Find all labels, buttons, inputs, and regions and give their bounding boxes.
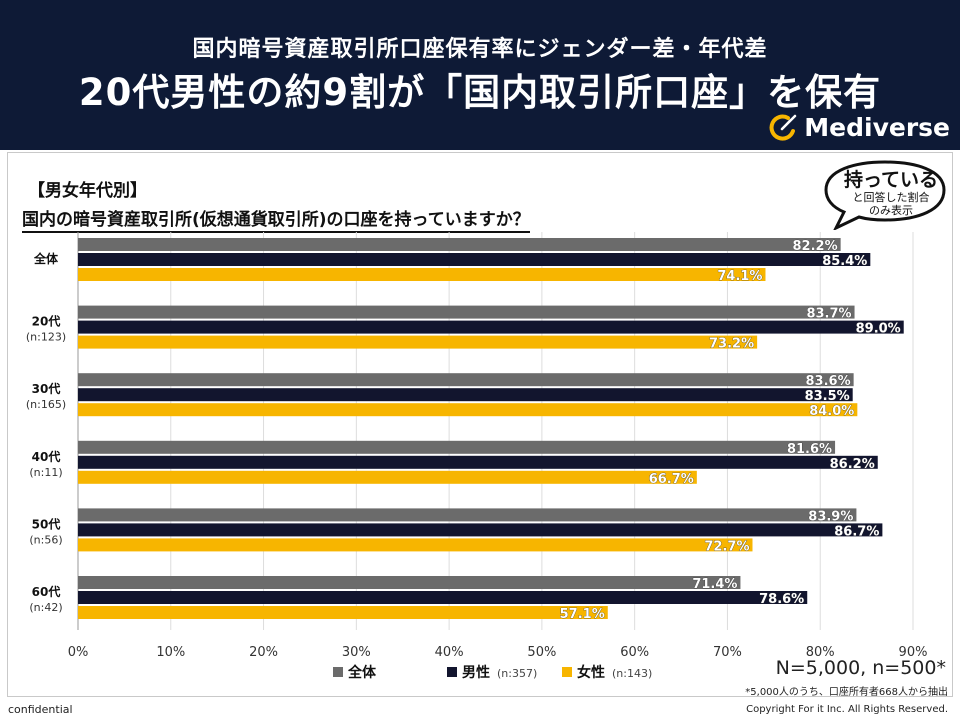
bar-3-1 (78, 455, 878, 469)
bar-2-2 (78, 403, 858, 417)
data-label: 81.6% (787, 442, 832, 457)
bubble-note-line2: のみ表示 (869, 204, 913, 217)
bar-4-1 (78, 523, 883, 537)
bar-1-2 (78, 335, 758, 349)
x-tick-label: 60% (620, 645, 649, 660)
bar-4-0 (78, 508, 857, 522)
category-sample-note: (n:165) (26, 398, 66, 411)
category-label: 20代 (32, 314, 61, 329)
legend-swatch (562, 667, 572, 677)
page-subtitle: 国内暗号資産取引所口座保有率にジェンダー差・年代差 (192, 37, 768, 62)
data-label: 82.2% (793, 239, 838, 254)
bar-1-0 (78, 305, 855, 319)
category-sample-note: (n:123) (26, 331, 66, 344)
legend-sample-note: (n:143) (612, 667, 652, 680)
copyright-text: Copyright For it Inc. All Rights Reserve… (746, 704, 948, 715)
data-label: 78.6% (759, 592, 804, 607)
x-tick-label: 30% (342, 645, 371, 660)
legend-swatch (447, 667, 457, 677)
legend-swatch (333, 667, 343, 677)
bar-0-1 (78, 253, 871, 266)
category-label: 60代 (32, 584, 61, 599)
bar-2-1 (78, 388, 853, 402)
legend-label: 男性 (462, 664, 490, 681)
x-tick-label: 50% (527, 645, 556, 660)
data-label: 66.7% (649, 472, 694, 487)
sample-size: N=5,000, n=500* (775, 657, 946, 679)
data-label: 57.1% (560, 607, 605, 622)
category-sample-note: (n:11) (29, 466, 62, 479)
data-label: 86.7% (834, 524, 879, 539)
x-tick-label: 80% (806, 645, 835, 660)
x-tick-label: 70% (713, 645, 742, 660)
category-label: 全体 (33, 251, 59, 266)
category-label: 50代 (32, 516, 61, 531)
bar-3-2 (78, 470, 697, 484)
bar-5-0 (78, 576, 741, 589)
category-label: 30代 (32, 381, 61, 396)
category-sample-note: (n:42) (29, 601, 62, 614)
speech-bubble (824, 160, 946, 230)
bar-0-0 (78, 238, 841, 251)
data-label: 83.7% (806, 307, 851, 322)
data-label: 89.0% (856, 322, 901, 337)
bubble-main-text: 持っている (843, 169, 939, 191)
mediverse-logo-icon (769, 114, 797, 141)
bar-5-2 (78, 606, 608, 619)
brand-logo: Mediverse (768, 112, 950, 142)
page-title: 20代男性の約9割が「国内取引所口座」を保有 (78, 71, 882, 114)
sample-note: *5,000人のうち、口座所有者668人から抽出 (745, 687, 948, 698)
bar-3-0 (78, 440, 836, 454)
data-label: 85.4% (822, 254, 867, 269)
logo-text: Mediverse (804, 112, 950, 142)
data-label: 71.4% (692, 577, 737, 592)
data-label: 72.7% (704, 539, 749, 554)
survey-question: 国内の暗号資産取引所(仮想通貨取引所)の口座を持っていますか？ (22, 205, 530, 233)
bar-1-1 (78, 320, 904, 334)
legend-sample-note: (n:357) (497, 667, 537, 680)
x-tick-label: 10% (156, 645, 185, 660)
x-tick-label: 20% (249, 645, 278, 660)
bubble-note-line1: と回答した割合 (852, 191, 930, 204)
data-label: 84.0% (809, 404, 854, 419)
category-label: 40代 (32, 449, 61, 464)
bar-4-2 (78, 538, 753, 552)
bar-0-2 (78, 268, 766, 281)
bar-2-0 (78, 373, 854, 387)
data-label: 83.6% (806, 374, 851, 389)
header-banner: 国内暗号資産取引所口座保有率にジェンダー差・年代差 20代男性の約9割が「国内取… (0, 0, 960, 150)
data-label: 83.5% (805, 389, 850, 404)
category-sample-note: (n:56) (29, 533, 62, 546)
bar-5-1 (78, 591, 808, 604)
data-label: 74.1% (717, 269, 762, 284)
legend-label: 女性 (577, 664, 605, 681)
x-tick-label: 0% (68, 645, 89, 660)
data-label: 83.9% (808, 509, 853, 524)
x-tick-label: 90% (899, 645, 928, 660)
x-tick-label: 40% (435, 645, 464, 660)
data-label: 73.2% (709, 337, 754, 352)
confidential-label: confidential (8, 703, 73, 716)
data-label: 86.2% (830, 457, 875, 472)
section-tag: 【男女年代別】 (28, 181, 147, 201)
legend-label: 全体 (347, 664, 377, 681)
